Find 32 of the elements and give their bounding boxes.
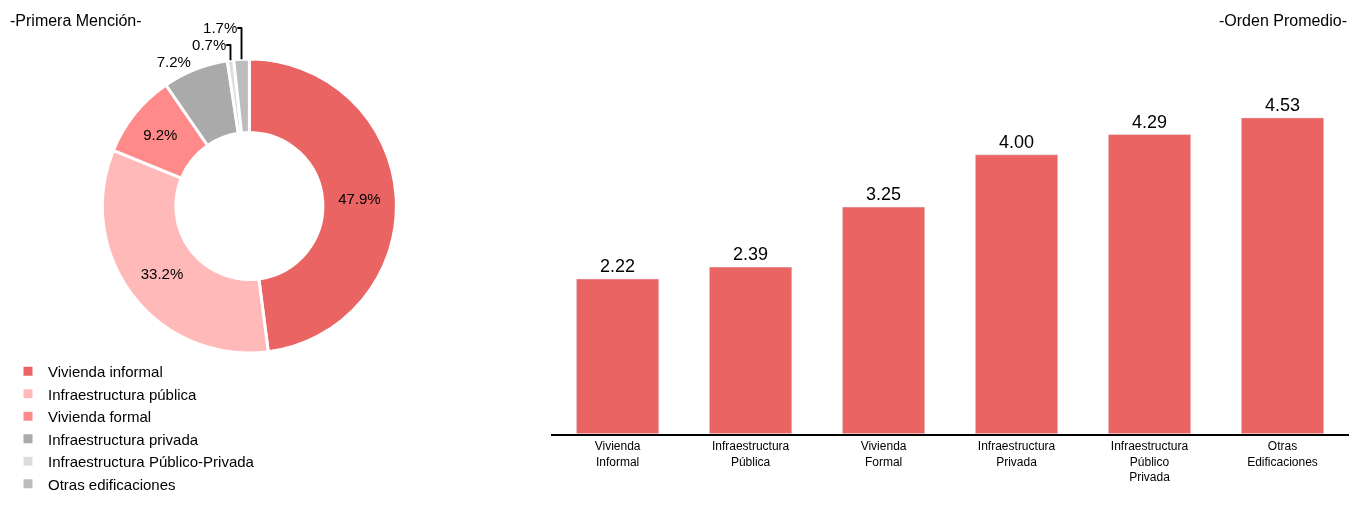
legend-label: Infraestructura Público-Privada — [48, 453, 255, 471]
bar — [576, 278, 660, 434]
data-label: 7.2% — [156, 53, 191, 71]
x-tick-label: Infraestructura Pública — [711, 439, 790, 469]
legend-label: Infraestructura pública — [48, 385, 198, 403]
data-label: 4.29 — [1132, 111, 1168, 132]
bar — [842, 206, 926, 434]
bar — [975, 154, 1059, 434]
data-label: 3.25 — [866, 184, 902, 205]
data-label: 2.39 — [733, 244, 769, 265]
data-label: 1.7% — [203, 19, 238, 37]
data-label: 33.2% — [140, 264, 184, 282]
data-label: 47.9% — [338, 190, 381, 208]
x-tick-label: Vivienda Informal — [594, 439, 641, 469]
x-tick-label: Vivienda Formal — [860, 439, 907, 469]
legend-label: Vivienda informal — [48, 363, 163, 381]
legend-label: Vivienda formal — [48, 408, 152, 426]
chart-title: -Orden Promedio- — [1219, 12, 1348, 29]
legend-label: Otras edificaciones — [48, 475, 176, 493]
x-tick-label: Infraestructura Privada — [977, 439, 1056, 469]
data-label: 9.2% — [143, 125, 178, 143]
data-label: 0.7% — [192, 36, 227, 54]
data-label: 2.22 — [600, 255, 636, 276]
bar — [1241, 117, 1324, 434]
bar — [709, 266, 793, 434]
x-tick-label: Infraestructura Público Privada — [1110, 439, 1189, 485]
data-label: 4.00 — [999, 131, 1035, 152]
bar — [1108, 134, 1191, 434]
data-label: 4.53 — [1264, 94, 1301, 115]
legend-label: Infraestructura privada — [48, 430, 199, 448]
chart-title: -Primera Mención- — [10, 12, 142, 29]
x-tick-label: Otras Edificaciones — [1247, 439, 1318, 469]
